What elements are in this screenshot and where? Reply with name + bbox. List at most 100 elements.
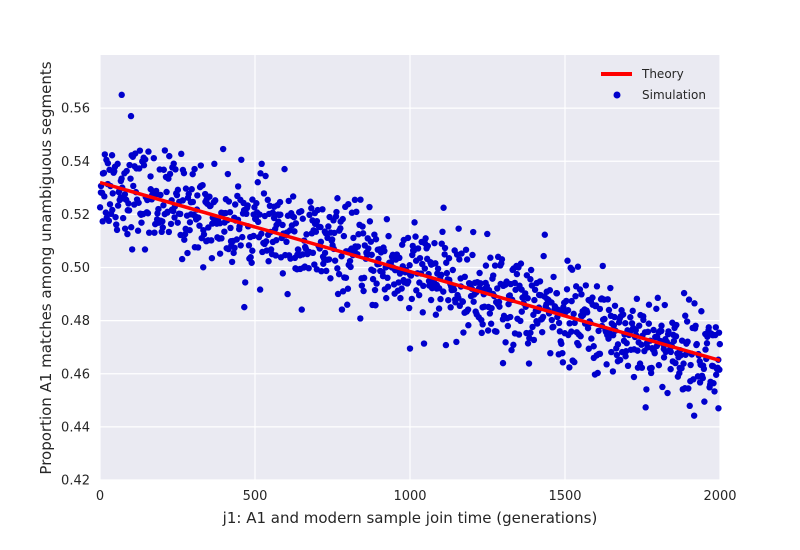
simulation-point (248, 259, 255, 266)
simulation-point (419, 309, 426, 316)
simulation-points (96, 91, 724, 419)
simulation-point (677, 352, 685, 359)
simulation-point (135, 199, 142, 206)
simulation-point (456, 256, 463, 263)
simulation-point (424, 242, 432, 250)
simulation-point (488, 304, 495, 312)
simulation-point (486, 310, 494, 317)
simulation-point (629, 307, 636, 315)
simulation-point (550, 273, 557, 281)
simulation-point (645, 301, 653, 308)
simulation-point (484, 230, 491, 238)
simulation-point (174, 219, 181, 226)
simulation-point (432, 311, 440, 318)
simulation-point (173, 191, 181, 199)
simulation-point (331, 229, 338, 237)
simulation-point (127, 175, 134, 182)
simulation-point (182, 185, 190, 192)
simulation-point (314, 206, 321, 214)
simulation-point (254, 218, 262, 226)
simulation-point (422, 235, 429, 242)
simulation-point (445, 296, 452, 304)
simulation-point (511, 279, 519, 287)
simulation-point (142, 156, 149, 163)
simulation-point (633, 295, 641, 303)
simulation-point (264, 196, 271, 204)
simulation-point (128, 224, 135, 231)
simulation-point (334, 265, 341, 272)
simulation-point (256, 286, 264, 293)
legend-theory-label: Theory (641, 67, 684, 81)
y-tick-labels: 0.42 0.44 0.46 0.48 0.50 0.52 0.54 0.56 (61, 102, 90, 489)
simulation-point (372, 302, 379, 309)
y-axis-label: Proportion A1 matches among unambiguous … (37, 61, 55, 474)
simulation-point (531, 296, 538, 304)
simulation-point (616, 356, 624, 364)
simulation-point (338, 253, 345, 260)
simulation-point (151, 229, 158, 236)
simulation-point (556, 328, 564, 335)
simulation-point (372, 236, 380, 243)
simulation-point (513, 270, 521, 278)
simulation-point (145, 229, 153, 236)
simulation-point (452, 299, 459, 306)
simulation-point (601, 315, 608, 323)
simulation-point (441, 244, 449, 252)
simulation-point (534, 320, 541, 327)
simulation-point (462, 246, 470, 253)
simulation-point (522, 290, 529, 297)
simulation-point (420, 340, 428, 347)
simulation-point (124, 230, 131, 238)
simulation-point (289, 193, 297, 200)
simulation-point (344, 301, 351, 308)
simulation-point (711, 388, 718, 395)
simulation-point (128, 246, 136, 253)
simulation-point (487, 254, 494, 261)
simulation-point (141, 246, 149, 253)
simulation-point (178, 150, 185, 158)
simulation-point (123, 167, 130, 175)
simulation-point (465, 322, 472, 329)
simulation-point (413, 287, 420, 294)
simulation-point (221, 228, 228, 235)
simulation-point (119, 214, 127, 222)
simulation-point (547, 349, 554, 357)
simulation-point (538, 328, 546, 336)
simulation-point (384, 274, 391, 282)
simulation-point (272, 252, 279, 259)
simulation-point (311, 261, 318, 268)
simulation-point (140, 162, 148, 169)
simulation-point (524, 295, 531, 302)
simulation-point (667, 348, 675, 356)
simulation-point (138, 219, 145, 226)
simulation-point (112, 213, 119, 221)
simulation-point (476, 269, 483, 277)
y-tick-label: 0.52 (61, 208, 90, 223)
simulation-point (594, 369, 601, 377)
x-tick-label: 500 (243, 489, 268, 504)
simulation-point (298, 208, 305, 215)
simulation-point (121, 225, 129, 232)
simulation-point (437, 295, 444, 303)
simulation-point (247, 254, 254, 261)
simulation-point (238, 156, 245, 163)
simulation-point (345, 200, 352, 208)
simulation-point (564, 307, 572, 314)
simulation-point (305, 265, 312, 272)
simulation-point (136, 147, 144, 154)
simulation-point (658, 322, 665, 329)
simulation-point (167, 220, 175, 228)
simulation-point (643, 386, 650, 393)
simulation-point (228, 258, 236, 266)
simulation-point (189, 170, 196, 178)
simulation-point (431, 239, 438, 247)
simulation-point (398, 285, 405, 292)
simulation-point (136, 165, 143, 172)
simulation-point (211, 160, 218, 168)
simulation-point (109, 190, 116, 197)
simulation-point (313, 217, 321, 225)
simulation-point (702, 346, 709, 353)
simulation-point (699, 374, 706, 382)
simulation-point (658, 327, 665, 335)
simulation-point (517, 317, 524, 325)
